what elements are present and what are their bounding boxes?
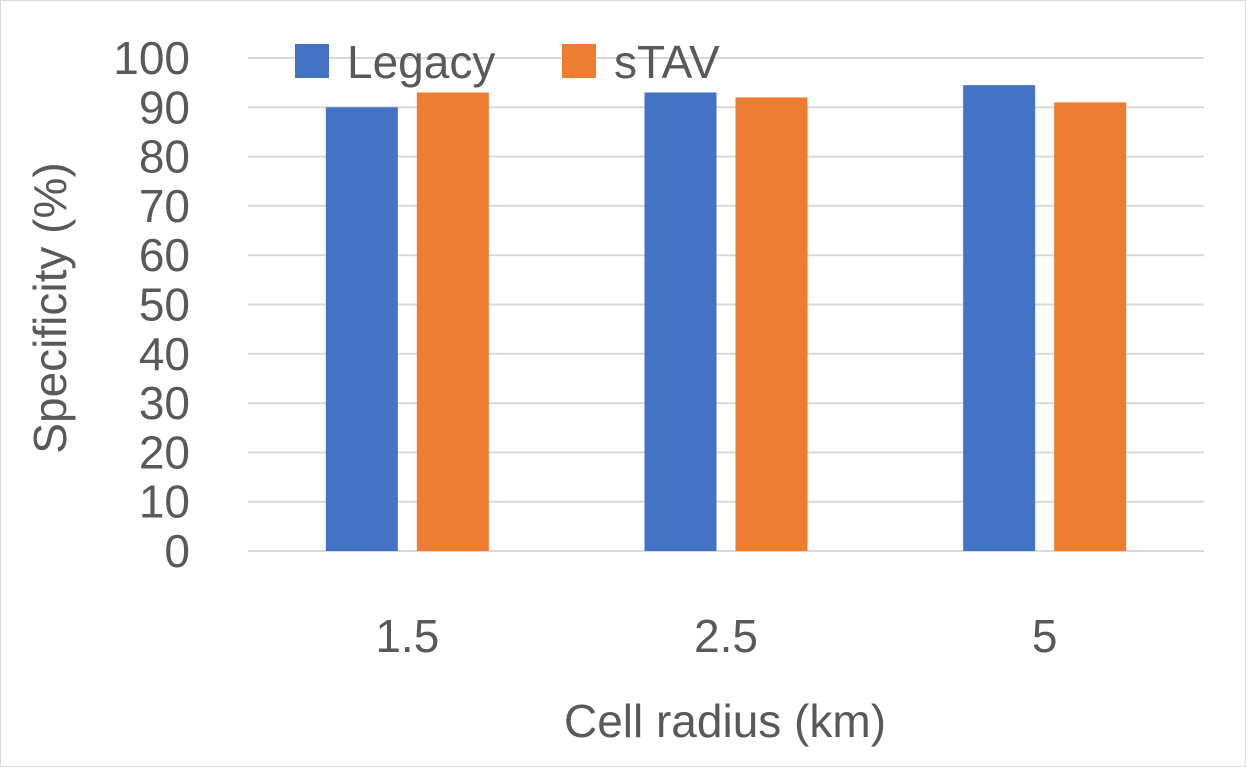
legend-swatch-legacy [295,44,329,78]
legend-label: sTAV [614,36,720,88]
legend-label: Legacy [347,36,495,88]
bar-stav-1.5 [416,92,489,551]
y-tick-label: 60 [139,229,190,281]
legend-swatch-stav [562,44,596,78]
bar-legacy-2.5 [644,92,717,551]
x-tick-label: 2.5 [694,610,758,662]
y-tick-label: 30 [139,377,190,429]
y-tick-label: 10 [139,476,190,528]
y-axis-title: Specificity (%) [24,162,76,453]
y-tick-label: 50 [139,279,190,331]
y-tick-label: 90 [139,81,190,133]
bars [325,85,1127,552]
y-tick-label: 70 [139,180,190,232]
y-tick-label: 80 [139,131,190,183]
legend: Legacy sTAV [295,36,720,88]
x-axis-title: Cell radius (km) [564,695,886,747]
bar-stav-5 [1054,102,1127,552]
bar-stav-2.5 [735,97,808,551]
x-tick-label: 1.5 [375,610,439,662]
y-tick-label: 100 [113,32,190,84]
y-tick-label: 0 [164,525,190,577]
gridlines [248,57,1204,552]
x-tick-label: 5 [1032,610,1058,662]
y-tick-label: 40 [139,328,190,380]
x-tick-labels: 1.5 2.5 5 [375,610,1057,662]
y-tick-label: 20 [139,426,190,478]
bar-legacy-1.5 [325,107,398,552]
bar-legacy-5 [963,85,1036,552]
